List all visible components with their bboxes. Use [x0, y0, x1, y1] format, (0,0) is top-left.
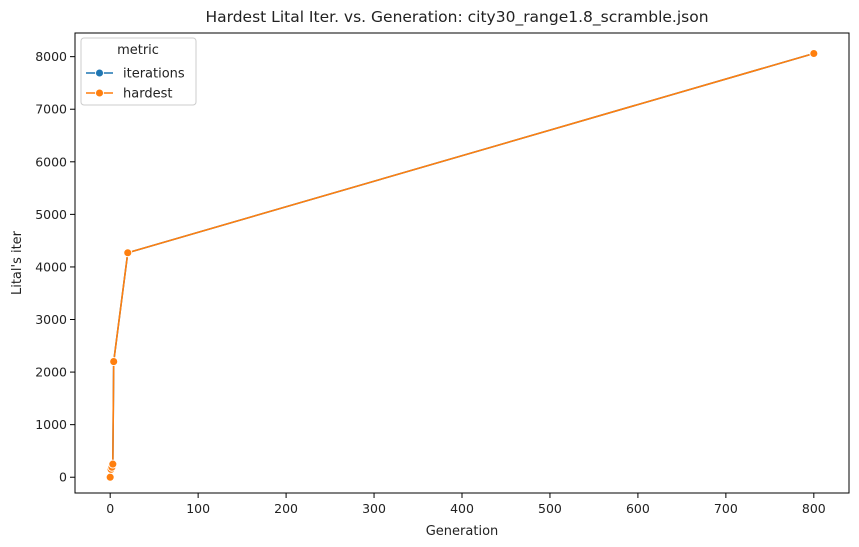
y-tick-label: 5000 — [35, 207, 67, 222]
data-point-hardest — [809, 49, 819, 58]
data-point-hardest — [105, 472, 115, 482]
x-tick-label: 600 — [626, 501, 650, 516]
y-axis-ticks: 0 1000 2000 3000 4000 5000 6000 7000 8000 — [35, 49, 75, 485]
y-tick-label: 4000 — [35, 259, 67, 274]
y-tick-label: 2000 — [35, 365, 67, 380]
plot-area — [74, 32, 850, 494]
x-tick-label: 800 — [802, 501, 826, 516]
x-tick-label: 0 — [106, 501, 114, 516]
legend-label-hardest: hardest — [123, 87, 172, 102]
y-tick-label: 8000 — [35, 49, 67, 64]
x-tick-label: 400 — [450, 501, 474, 516]
series-layer — [105, 49, 819, 482]
legend-marker-iterations — [95, 68, 104, 78]
y-tick-label: 3000 — [35, 312, 67, 327]
legend-box — [80, 37, 197, 106]
data-point-hardest — [109, 357, 119, 367]
x-tick-label: 700 — [714, 501, 738, 516]
x-tick-label: 500 — [538, 501, 562, 516]
legend-title: metric — [117, 43, 159, 58]
x-axis-ticks: 0 100 200 300 400 500 600 700 800 — [106, 493, 826, 516]
legend-label-iterations: iterations — [123, 67, 185, 82]
legend: metric iterations hardest — [80, 37, 197, 106]
data-point-hardest — [108, 459, 118, 469]
y-tick-label: 7000 — [35, 102, 67, 117]
x-axis-label: Generation — [426, 524, 499, 539]
y-tick-label: 6000 — [35, 154, 67, 169]
x-tick-label: 200 — [274, 501, 298, 516]
y-tick-label: 1000 — [35, 417, 67, 432]
legend-entries: iterations hardest — [86, 67, 185, 102]
chart-title: Hardest Lital Iter. vs. Generation: city… — [205, 8, 708, 27]
series-hardest — [105, 49, 819, 482]
data-point-hardest — [123, 248, 133, 258]
y-tick-label: 0 — [59, 470, 67, 485]
y-axis-label: Lital's iter — [10, 230, 25, 295]
x-tick-label: 100 — [186, 501, 210, 516]
legend-marker-hardest — [95, 88, 104, 98]
x-tick-label: 300 — [362, 501, 386, 516]
